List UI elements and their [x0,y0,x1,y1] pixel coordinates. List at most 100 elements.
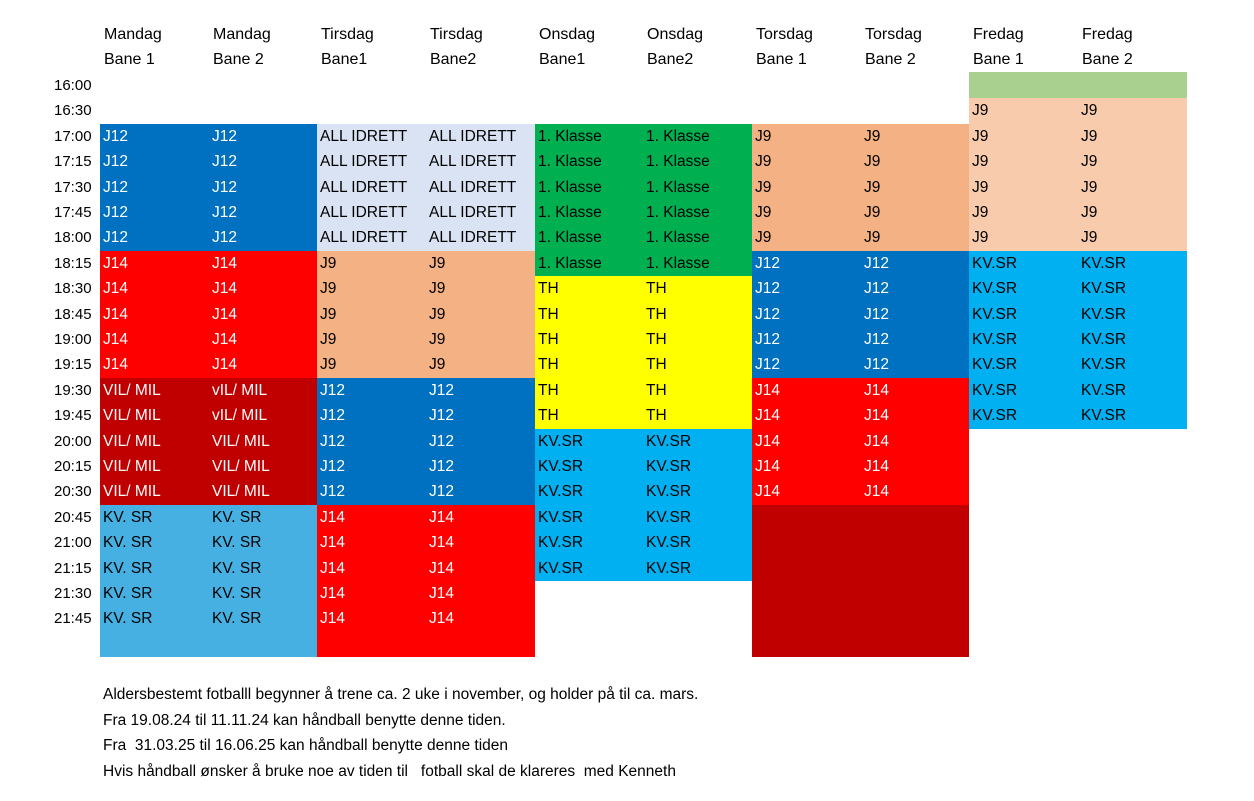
header-day: Mandag [104,26,162,43]
schedule-cell: VIL/ MIL [103,483,161,501]
schedule-block [535,123,752,277]
schedule-cell: J9 [864,229,881,247]
time-label: 19:30 [54,381,92,399]
header-day: Tirsdag [321,26,374,43]
schedule-cell: J9 [972,178,989,196]
schedule-cell: VIL/ MIL [212,432,270,450]
schedule-cell: J14 [103,254,128,272]
schedule-cell: KV.SR [972,331,1018,348]
schedule-cell: J14 [212,254,237,272]
schedule-cell: ALL IDRETT [429,204,517,221]
schedule-cell: TH [646,305,667,323]
header-day: Torsdag [865,26,922,43]
schedule-cell: VIL/ MIL [103,458,161,475]
schedule-cell: TH [538,356,559,374]
schedule-cell: ALL IDRETT [320,127,408,145]
schedule-cell: KV.SR [1081,254,1127,272]
schedule-cell: J14 [212,280,237,298]
schedule-cell: J12 [103,178,128,196]
schedule-cell: KV.SR [972,280,1018,298]
schedule-cell: KV.SR [646,432,692,450]
schedule-cell: J12 [320,381,345,399]
header-court: Bane 1 [756,51,807,68]
schedule-block [969,250,1187,429]
schedule-block [317,250,535,378]
schedule-block [969,72,1187,98]
schedule-cell: J9 [972,153,989,171]
schedule-cell: 1. Klasse [646,178,710,196]
schedule-cell: J9 [864,153,881,171]
time-label: 21:45 [54,610,92,628]
schedule-cell: J14 [864,458,889,475]
schedule-cell: J9 [972,204,989,221]
time-label: 20:00 [54,432,92,450]
schedule-cell: KV.SR [1081,331,1127,348]
schedule-cell: KV. SR [103,585,153,602]
header-court: Bane1 [321,51,368,68]
schedule-cell: J12 [864,305,889,323]
schedule-cell: J14 [429,610,454,628]
schedule-cell: J9 [864,127,881,145]
schedule-cell: J9 [972,102,989,120]
schedule-block [317,377,535,505]
schedule-cell: J12 [103,153,128,171]
schedule-cell: J12 [755,280,780,298]
schedule-block [100,504,317,657]
column-header: Onsdag Bane1 [539,22,595,72]
schedule-cell: vIL/ MIL [212,381,268,399]
schedule-cell: J12 [429,483,454,501]
schedule-cell: KV.SR [538,432,584,450]
schedule-cell: KV.SR [538,508,584,526]
schedule-cell: J14 [429,534,454,552]
schedule-cell: ALL IDRETT [429,178,517,196]
time-label: 20:30 [54,483,92,501]
schedule-cell: KV.SR [538,534,584,552]
schedule-cell: KV.SR [1081,280,1127,298]
schedule-cell: TH [646,280,667,298]
schedule-cell: J12 [864,356,889,374]
schedule-block [535,428,752,581]
header-day: Tirsdag [430,26,483,43]
schedule-block [752,377,969,505]
header-day: Mandag [213,26,271,43]
column-header: Tirsdag Bane2 [430,22,483,72]
column-header: Mandag Bane 2 [213,22,271,72]
schedule-cell: KV. SR [212,610,262,628]
schedule-cell: J14 [103,280,128,298]
schedule-cell: J12 [103,229,128,247]
note-line: Fra 19.08.24 til 11.11.24 kan håndball b… [103,711,506,729]
schedule-cell: KV. SR [212,585,262,602]
schedule-cell: J9 [1081,204,1098,221]
schedule-cell: J9 [1081,229,1098,247]
header-court: Bane2 [647,51,694,68]
time-label: 19:45 [54,407,92,425]
schedule-cell: ALL IDRETT [320,178,408,196]
schedule-cell: J9 [1081,153,1098,171]
schedule-cell: J14 [320,559,345,577]
schedule-block [100,250,317,378]
schedule-cell: J12 [320,458,345,475]
time-label: 21:15 [54,559,92,577]
schedule-cell: VIL/ MIL [212,483,270,501]
schedule-cell: J9 [320,356,337,374]
schedule-cell: KV.SR [538,483,584,501]
schedule-cell: ALL IDRETT [320,204,408,221]
time-label: 20:45 [54,508,92,526]
schedule-cell: J14 [212,356,237,374]
time-label: 18:15 [54,254,92,272]
schedule-cell: J9 [755,229,772,247]
schedule-cell: J14 [755,458,780,475]
schedule-cell: VIL/ MIL [103,432,161,450]
schedule-block [752,250,969,378]
schedule-cell: J9 [1081,127,1098,145]
header-day: Fredag [1082,26,1133,43]
header-day: Onsdag [647,26,704,43]
schedule-cell: J9 [755,127,772,145]
time-label: 16:00 [54,77,92,94]
schedule-cell: TH [538,305,559,323]
schedule-cell: 1. Klasse [538,254,602,272]
schedule-cell: KV.SR [1081,305,1127,323]
schedule-cell: J12 [429,381,454,399]
header-court: Bane 1 [104,51,155,68]
